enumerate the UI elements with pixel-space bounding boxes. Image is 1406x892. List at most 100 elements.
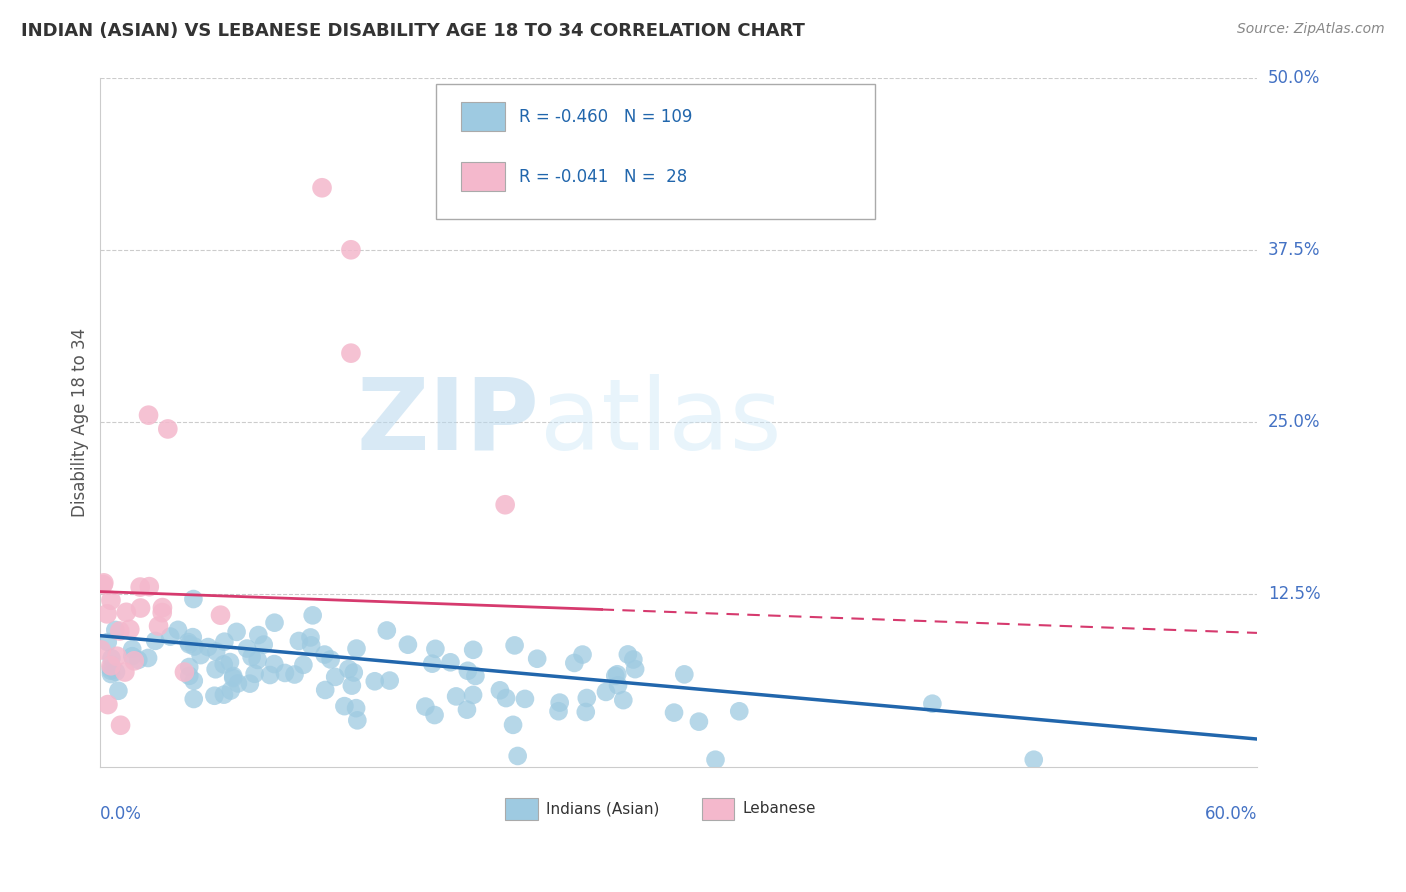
Text: Source: ZipAtlas.com: Source: ZipAtlas.com: [1237, 22, 1385, 37]
Text: 25.0%: 25.0%: [1268, 413, 1320, 431]
Point: [183, 673, 205, 688]
Point: [562, 656, 585, 670]
Point: [100, 664, 122, 678]
Point: [606, 667, 628, 681]
Point: [456, 703, 478, 717]
Point: [91, 577, 114, 591]
Point: [152, 600, 174, 615]
Point: [190, 648, 212, 662]
Point: [240, 649, 263, 664]
Point: [179, 660, 201, 674]
Point: [595, 685, 617, 699]
Point: [246, 653, 269, 667]
Point: [624, 662, 647, 676]
Point: [299, 631, 322, 645]
Point: [239, 676, 262, 690]
Point: [90, 643, 112, 657]
Point: [378, 673, 401, 688]
Point: [283, 667, 305, 681]
Point: [129, 580, 152, 594]
Point: [253, 638, 276, 652]
Point: [464, 669, 486, 683]
Point: [457, 664, 479, 678]
Point: [114, 665, 136, 679]
Point: [420, 657, 443, 671]
Point: [728, 704, 751, 718]
Point: [100, 661, 122, 675]
Point: [150, 606, 173, 620]
Point: [222, 669, 245, 683]
Y-axis label: Disability Age 18 to 34: Disability Age 18 to 34: [72, 327, 89, 516]
Point: [605, 669, 627, 683]
Text: 37.5%: 37.5%: [1268, 241, 1320, 259]
Point: [183, 640, 205, 654]
Point: [415, 699, 437, 714]
Point: [343, 665, 366, 680]
Text: Indians (Asian): Indians (Asian): [546, 801, 659, 816]
Point: [425, 641, 447, 656]
Point: [104, 623, 127, 637]
Point: [138, 580, 160, 594]
Point: [226, 676, 249, 690]
Text: ZIP: ZIP: [357, 374, 540, 471]
Point: [121, 642, 143, 657]
Point: [100, 651, 122, 665]
Point: [323, 670, 346, 684]
Point: [222, 671, 245, 685]
Point: [115, 605, 138, 619]
Point: [292, 657, 315, 672]
Text: 50.0%: 50.0%: [1268, 69, 1320, 87]
Point: [183, 592, 205, 607]
FancyBboxPatch shape: [461, 162, 505, 191]
Point: [93, 575, 115, 590]
Point: [197, 640, 219, 654]
Point: [243, 666, 266, 681]
Point: [181, 630, 204, 644]
Point: [489, 683, 512, 698]
Point: [121, 649, 143, 664]
Point: [662, 706, 685, 720]
Point: [105, 649, 128, 664]
Point: [274, 665, 297, 680]
Text: INDIAN (ASIAN) VS LEBANESE DISABILITY AGE 18 TO 34 CORRELATION CHART: INDIAN (ASIAN) VS LEBANESE DISABILITY AG…: [21, 22, 806, 40]
Point: [205, 644, 228, 658]
Point: [526, 651, 548, 665]
Point: [259, 668, 281, 682]
Point: [136, 651, 159, 665]
Point: [179, 669, 201, 683]
Point: [299, 638, 322, 652]
Point: [346, 714, 368, 728]
Point: [225, 624, 247, 639]
Point: [263, 657, 285, 671]
Point: [314, 648, 336, 662]
Point: [617, 648, 640, 662]
Point: [97, 635, 120, 649]
Text: atlas: atlas: [540, 374, 782, 471]
Point: [100, 658, 122, 673]
Point: [204, 689, 226, 703]
Point: [219, 655, 242, 669]
Point: [396, 638, 419, 652]
Point: [314, 683, 336, 698]
Point: [127, 653, 149, 667]
Point: [156, 422, 179, 436]
Point: [688, 714, 710, 729]
Point: [105, 665, 128, 679]
Point: [575, 691, 598, 706]
Point: [212, 688, 235, 702]
Point: [212, 657, 235, 672]
Point: [311, 181, 333, 195]
Point: [463, 642, 485, 657]
Point: [214, 634, 236, 648]
Point: [173, 665, 195, 679]
Point: [513, 692, 536, 706]
Point: [503, 639, 526, 653]
Point: [159, 630, 181, 644]
Point: [340, 243, 363, 257]
FancyBboxPatch shape: [436, 85, 876, 219]
Point: [263, 615, 285, 630]
Point: [288, 634, 311, 648]
Point: [129, 601, 152, 615]
Point: [96, 607, 118, 621]
Point: [148, 619, 170, 633]
